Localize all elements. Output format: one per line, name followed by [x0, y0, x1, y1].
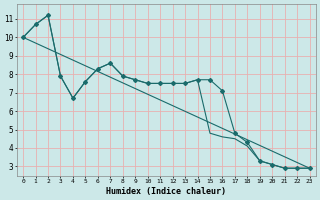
X-axis label: Humidex (Indice chaleur): Humidex (Indice chaleur) [106, 187, 226, 196]
